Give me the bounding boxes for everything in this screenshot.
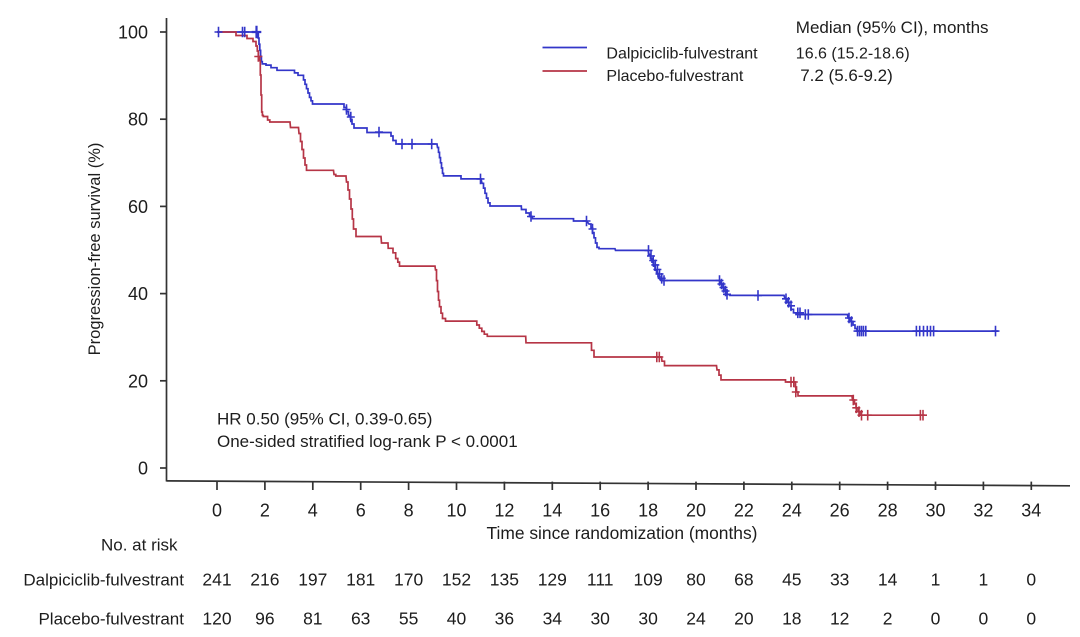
svg-text:36: 36: [495, 609, 514, 629]
svg-text:241: 241: [202, 570, 231, 590]
svg-text:20: 20: [128, 371, 148, 391]
svg-text:12: 12: [830, 609, 849, 629]
svg-text:0: 0: [979, 609, 989, 629]
svg-text:10: 10: [446, 501, 466, 521]
svg-text:45: 45: [782, 570, 801, 590]
svg-text:129: 129: [538, 570, 567, 590]
svg-text:8: 8: [404, 501, 414, 521]
svg-text:Dalpiciclib-fulvestrant: Dalpiciclib-fulvestrant: [23, 571, 184, 590]
svg-text:80: 80: [686, 570, 706, 590]
svg-text:Dalpiciclib-fulvestrant: Dalpiciclib-fulvestrant: [606, 46, 758, 63]
svg-text:Median (95% CI), months: Median (95% CI), months: [796, 18, 989, 37]
svg-text:30: 30: [638, 609, 658, 629]
svg-text:60: 60: [128, 197, 148, 217]
svg-text:181: 181: [346, 570, 375, 590]
svg-text:14: 14: [878, 570, 898, 590]
svg-text:4: 4: [308, 501, 318, 521]
svg-text:One-sided stratified log-rank: One-sided stratified log-rank P < 0.0001: [217, 432, 518, 451]
svg-text:14: 14: [542, 501, 562, 521]
svg-text:34: 34: [1021, 501, 1041, 521]
svg-text:No. at risk: No. at risk: [101, 536, 178, 555]
svg-text:2: 2: [260, 501, 270, 521]
svg-text:Placebo-fulvestrant: Placebo-fulvestrant: [606, 68, 744, 85]
svg-text:24: 24: [782, 501, 802, 521]
svg-text:0: 0: [1026, 570, 1036, 590]
svg-text:120: 120: [202, 609, 231, 629]
svg-text:152: 152: [442, 570, 471, 590]
svg-text:20: 20: [686, 501, 706, 521]
svg-text:33: 33: [830, 570, 849, 590]
svg-text:26: 26: [830, 501, 850, 521]
svg-text:18: 18: [782, 609, 801, 629]
svg-text:0: 0: [212, 501, 222, 521]
svg-text:20: 20: [734, 609, 754, 629]
svg-text:109: 109: [633, 570, 662, 590]
svg-text:197: 197: [298, 570, 327, 590]
svg-text:6: 6: [356, 501, 366, 521]
svg-text:2: 2: [883, 609, 893, 629]
svg-text:Placebo-fulvestrant: Placebo-fulvestrant: [38, 610, 184, 629]
svg-text:Progression-free survival (%): Progression-free survival (%): [86, 143, 104, 356]
svg-text:0: 0: [138, 459, 148, 479]
svg-text:40: 40: [128, 284, 148, 304]
svg-text:63: 63: [351, 609, 370, 629]
svg-text:1: 1: [979, 570, 989, 590]
svg-text:Time since randomization (mont: Time since randomization (months): [487, 523, 758, 543]
svg-text:28: 28: [878, 501, 898, 521]
svg-text:216: 216: [250, 570, 279, 590]
svg-text:1: 1: [931, 570, 941, 590]
svg-text:170: 170: [394, 570, 423, 590]
svg-text:111: 111: [587, 570, 614, 590]
svg-text:16.6 (15.2-18.6): 16.6 (15.2-18.6): [796, 46, 910, 63]
svg-text:100: 100: [118, 23, 148, 43]
svg-text:0: 0: [931, 609, 941, 629]
svg-text:12: 12: [494, 501, 514, 521]
svg-text:16: 16: [590, 501, 610, 521]
svg-text:32: 32: [973, 501, 993, 521]
svg-text:24: 24: [686, 609, 706, 629]
svg-text:30: 30: [925, 501, 945, 521]
svg-text:40: 40: [447, 609, 467, 629]
svg-text:55: 55: [399, 609, 418, 629]
svg-text:135: 135: [490, 570, 519, 590]
svg-text:HR 0.50 (95% CI, 0.39-0.65): HR 0.50 (95% CI, 0.39-0.65): [217, 410, 432, 429]
svg-text:34: 34: [543, 609, 563, 629]
svg-text:22: 22: [734, 501, 754, 521]
svg-text:80: 80: [128, 110, 148, 130]
svg-text:18: 18: [638, 501, 658, 521]
svg-text:68: 68: [734, 570, 753, 590]
svg-text:30: 30: [590, 609, 610, 629]
svg-text:96: 96: [255, 609, 274, 629]
svg-text:7.2 (5.6-9.2): 7.2 (5.6-9.2): [800, 66, 893, 85]
svg-text:81: 81: [303, 609, 322, 629]
svg-text:0: 0: [1026, 609, 1036, 629]
